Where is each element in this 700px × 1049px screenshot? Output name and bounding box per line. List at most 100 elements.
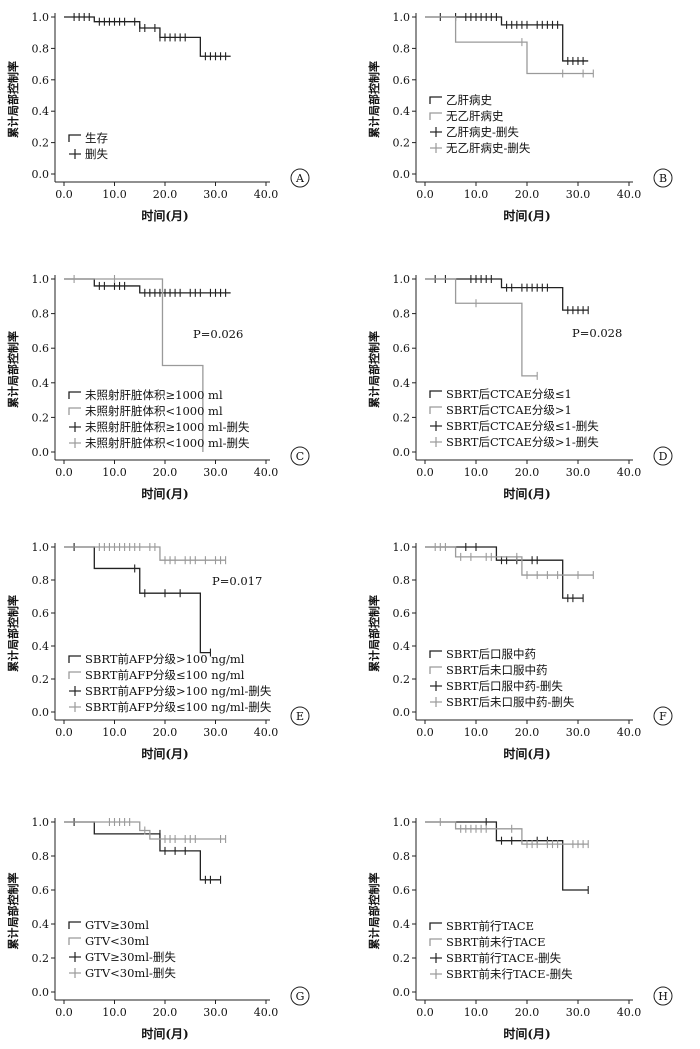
legend-swatch [68,407,81,415]
panel-letter-circle [290,986,310,1006]
legend-swatch [429,650,442,658]
legend-label: SBRT前AFP分级≤100 ng/ml [85,668,245,682]
y-tick-label: 0.6 [32,74,50,87]
x-tick-label: 10.0 [464,726,489,739]
x-axis-label: 时间(月) [141,208,188,223]
km-curve-group2 [64,278,204,452]
y-tick-label: 0.0 [32,986,50,999]
legend-label: 生存 [85,131,108,145]
x-axis-label: 时间(月) [141,1026,188,1041]
x-tick-label: 0.0 [55,1006,73,1019]
y-tick-label: 0.4 [32,918,50,931]
y-tick-label: 0.2 [393,673,411,686]
y-tick-label: 0.6 [32,884,50,897]
x-tick-label: 20.0 [515,466,540,479]
y-tick-label: 0.4 [393,377,411,390]
y-tick-label: 0.6 [32,342,50,355]
x-tick-label: 10.0 [102,726,127,739]
legend-swatch [68,655,81,663]
p-value: P=0.026 [193,327,243,341]
legend-label: SBRT后未口服中药 [446,663,547,677]
panel-a: 0.0 0.2 0.4 0.6 0.8 1.0 0.0 10.0 20.0 30.0 40.0 累计局… [6,11,310,223]
legend-swatch [429,666,442,674]
y-tick-label: 1.0 [32,541,50,554]
legend-label: SBRT后口服中药 [446,647,536,661]
km-curve-group2 [425,546,594,576]
panel-letter: C [296,450,304,463]
panel-letter: G [296,990,305,1003]
x-axis-label: 时间(月) [141,486,188,501]
x-tick-label: 40.0 [617,1006,642,1019]
km-curve-group2 [425,16,594,75]
legend-label: 未照射肝脏体积≥1000 ml [85,388,223,402]
legend-label: SBRT后口服中药-删失 [446,679,563,693]
panel-letter: F [659,710,667,723]
legend-label: GTV<30ml [85,934,149,948]
x-tick-label: 10.0 [102,188,127,201]
panel-letter-circle [290,168,310,188]
legend-label: SBRT前未行TACE-删失 [446,967,573,981]
y-tick-label: 0.0 [393,986,411,999]
panel-b: 0.0 0.2 0.4 0.6 0.8 1.0 0.0 10.0 20.0 30.0 40.0 累计局… [367,11,673,223]
y-tick-label: 0.2 [393,952,411,965]
y-tick-label: 0.2 [32,673,50,686]
x-tick-label: 30.0 [566,188,591,201]
y-tick-label: 0.0 [393,446,411,459]
legend-label: 未照射肝脏体积<1000 ml-删失 [85,436,250,450]
legend-label: 未照射肝脏体积≥1000 ml-删失 [85,420,250,434]
panel-letter-circle [290,446,310,466]
x-tick-label: 20.0 [153,1006,178,1019]
legend-swatch [429,922,442,930]
y-tick-label: 1.0 [32,11,50,24]
y-tick-label: 0.0 [393,706,411,719]
x-tick-label: 20.0 [153,188,178,201]
y-tick-label: 0.4 [393,105,411,118]
legend-label: SBRT前行TACE [446,919,534,933]
x-tick-label: 20.0 [515,188,540,201]
x-tick-label: 40.0 [617,188,642,201]
panel-letter: A [295,172,305,185]
legend-label: SBRT前未行TACE [446,935,546,949]
x-tick-label: 30.0 [203,1006,228,1019]
legend-swatch [429,112,442,120]
y-tick-label: 0.0 [32,706,50,719]
x-tick-label: 0.0 [416,188,434,201]
y-tick-label: 0.0 [32,168,50,181]
y-tick-label: 0.2 [32,137,50,150]
panel-letter-circle [653,706,673,726]
y-tick-label: 1.0 [393,816,411,829]
x-tick-label: 30.0 [566,726,591,739]
y-tick-label: 1.0 [393,11,411,24]
legend-label: SBRT后CTCAE分级>1-删失 [446,435,599,449]
legend-swatch [429,96,442,104]
x-tick-label: 40.0 [617,466,642,479]
x-tick-label: 20.0 [153,466,178,479]
y-axis-label: 累计局部控制率 [367,61,381,138]
x-tick-label: 20.0 [515,726,540,739]
legend-label: 删失 [85,147,108,161]
panel-letter: D [659,450,668,463]
x-tick-label: 30.0 [203,726,228,739]
panel-e: 0.0 0.2 0.4 0.6 0.8 1.0 0.0 10.0 20.0 30.0 40.0 累计局… [6,541,310,761]
km-curve-group1 [425,16,589,62]
y-tick-label: 0.6 [393,884,411,897]
x-tick-label: 40.0 [254,726,279,739]
x-tick-label: 10.0 [464,466,489,479]
y-axis-label: 累计局部控制率 [6,595,20,672]
panel-g: 0.0 0.2 0.4 0.6 0.8 1.0 0.0 10.0 20.0 30.0 40.0 累计局… [6,816,310,1041]
x-tick-label: 0.0 [55,466,73,479]
y-tick-label: 0.8 [393,308,411,321]
km-curve-group1 [64,821,221,881]
panel-f: 0.0 0.2 0.4 0.6 0.8 1.0 0.0 10.0 20.0 30.0 40.0 累计局… [367,541,673,761]
legend-swatch [68,671,81,679]
x-tick-label: 0.0 [55,726,73,739]
x-tick-label: 40.0 [617,726,642,739]
x-tick-label: 0.0 [416,466,434,479]
legend-swatch [68,937,81,945]
p-value: P=0.028 [572,326,622,340]
y-tick-label: 0.4 [32,640,50,653]
legend-swatch [429,938,442,946]
panel-h: 0.0 0.2 0.4 0.6 0.8 1.0 0.0 10.0 20.0 30.0 40.0 累计局… [367,816,673,1041]
legend-swatch [68,391,81,399]
